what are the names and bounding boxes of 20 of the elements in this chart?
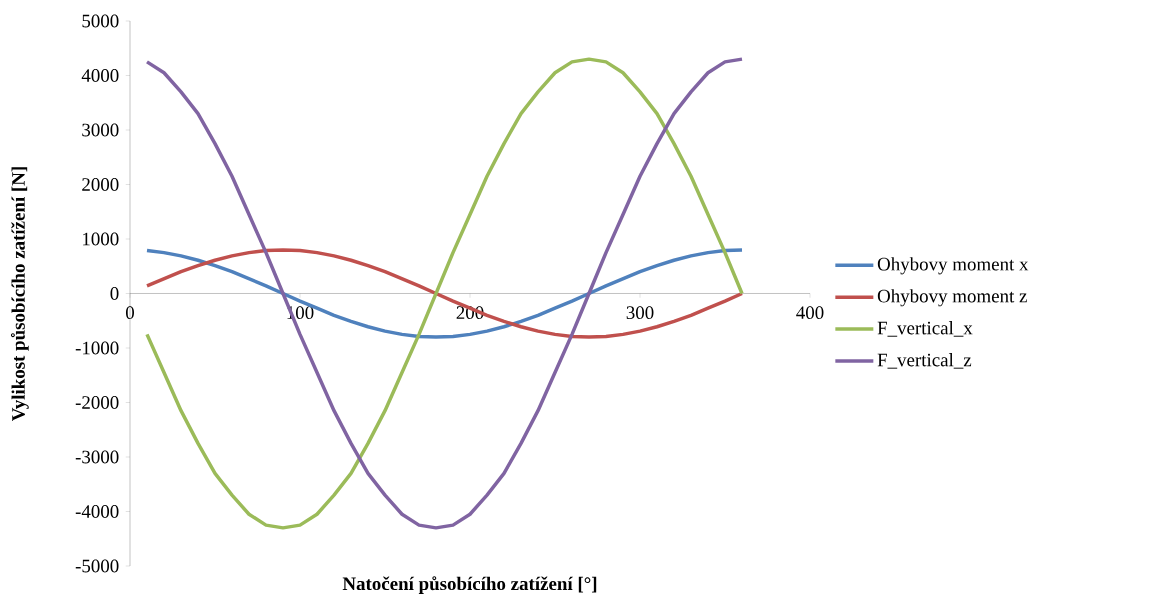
- legend-label: F_vertical_z: [877, 353, 972, 369]
- x-tick-label: 0: [125, 306, 134, 320]
- legend-label: Ohybovy moment z: [877, 289, 1027, 307]
- y-tick-label: -5000: [75, 559, 119, 573]
- y-tick-label: 5000: [82, 14, 119, 28]
- legend-label: F_vertical_x: [877, 321, 973, 337]
- y-tick-label: 4000: [81, 69, 119, 82]
- legend-label: Ohybovy moment x: [877, 257, 1029, 275]
- y-tick-label: -1000: [75, 341, 119, 355]
- y-tick-label: 0: [110, 287, 119, 300]
- x-tick-label: 400: [796, 306, 824, 320]
- y-tick-label: -4000: [75, 505, 119, 518]
- x-tick-label: 300: [626, 306, 654, 320]
- y-tick-label: 1000: [83, 232, 119, 246]
- y-tick-label: -2000: [75, 396, 119, 409]
- x-axis-title: Natočení působícího zatížení [°]: [342, 576, 597, 594]
- y-tick-label: 3000: [82, 123, 119, 137]
- y-tick-label: -3000: [75, 450, 119, 464]
- y-axis-title: Vylikost působícího zatížení [N]: [10, 167, 29, 421]
- y-tick-label: 2000: [82, 178, 119, 191]
